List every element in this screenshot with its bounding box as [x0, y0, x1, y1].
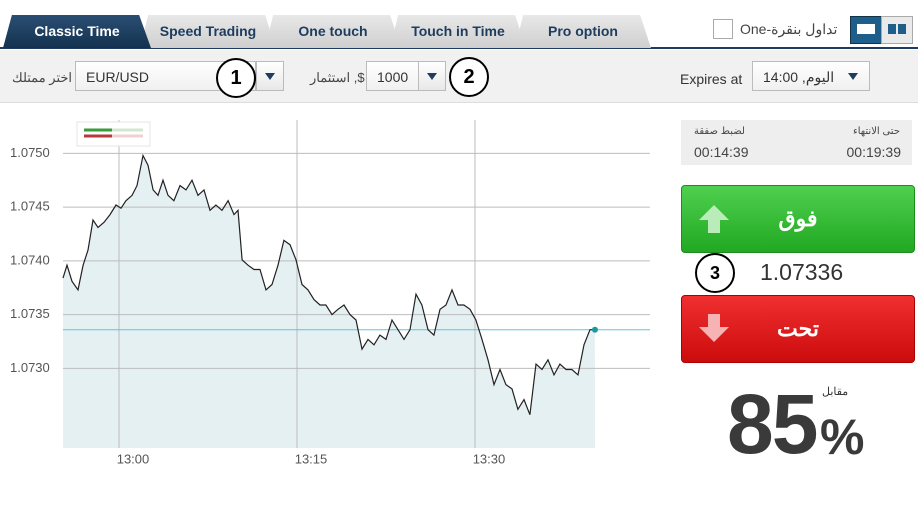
x-tick-label: 13:15: [295, 451, 328, 466]
one-click-checkbox[interactable]: [713, 19, 733, 39]
tab[interactable]: One touch: [265, 15, 401, 48]
y-tick-label: 1.0740: [10, 252, 50, 267]
y-tick-label: 1.0750: [10, 145, 50, 160]
x-tick-label: 13:00: [117, 451, 150, 466]
one-click-label: One-تداول بنقرة: [740, 21, 838, 37]
asset-label: اختر ممتلك: [12, 70, 73, 85]
y-tick-label: 1.0730: [10, 360, 50, 375]
x-tick-label: 13:30: [473, 451, 506, 466]
annotation: 3: [695, 253, 735, 293]
investment-label: استثمار ,$: [310, 70, 365, 85]
down-arrow: [699, 314, 729, 342]
timer-box: [681, 120, 912, 165]
timer-label: لضبط صفقة: [694, 126, 745, 137]
last-point: [591, 326, 598, 333]
payout-unit: %: [820, 409, 865, 465]
current-price: 1.07336: [760, 259, 844, 285]
tab[interactable]: Speed Trading: [140, 15, 276, 48]
annotation: 2: [449, 57, 489, 97]
view-grid[interactable]: [881, 16, 913, 44]
timer-label: حتى الانتهاء: [853, 126, 900, 137]
tab[interactable]: Touch in Time: [390, 15, 526, 48]
asset-arrow[interactable]: [256, 61, 284, 91]
payout: 85: [727, 377, 818, 471]
price-chart: 1.0750 1.0745 1.0740 1.0735 1.0730 13:00 13:15…: [10, 120, 650, 466]
timer-value: 00:19:39: [846, 144, 902, 160]
price-area: [63, 155, 595, 448]
y-tick-label: 1.0735: [10, 306, 50, 321]
up-arrow: [699, 205, 729, 233]
expiry-label: Expires at: [680, 71, 743, 87]
expiry-arrow: [848, 73, 858, 80]
investment-select[interactable]: 1000: [366, 61, 419, 91]
legend-box: [76, 121, 151, 147]
timer-value: 00:14:39: [694, 144, 749, 160]
investment-arrow[interactable]: [418, 61, 446, 91]
price-line: [62, 153, 595, 415]
y-tick-label: 1.0745: [10, 199, 50, 214]
tab[interactable]: Classic Time: [3, 15, 151, 48]
payout-label: مقابل: [822, 386, 849, 398]
annotation: 1: [216, 58, 256, 98]
tab[interactable]: Pro option: [515, 15, 651, 48]
view-single[interactable]: [850, 16, 882, 44]
tab-underline: [0, 47, 918, 49]
